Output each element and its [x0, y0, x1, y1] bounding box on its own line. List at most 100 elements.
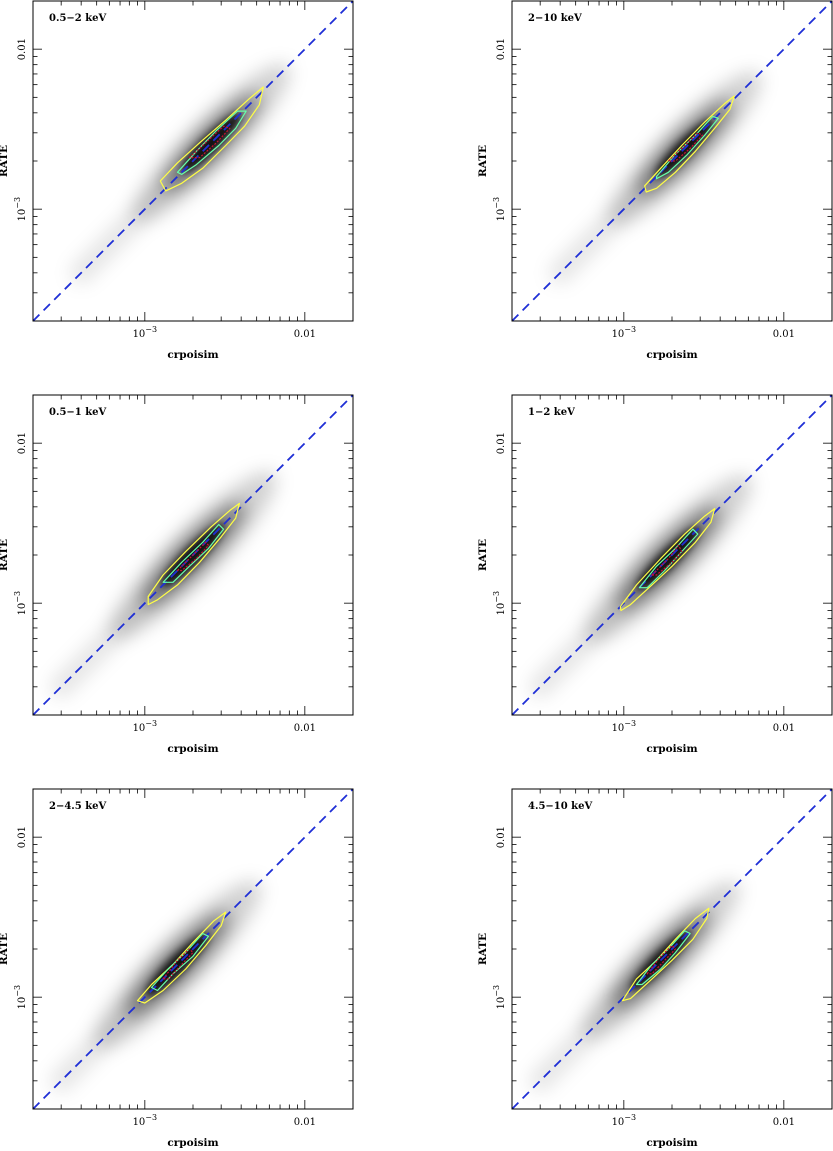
- y-tick-label-base: 0.01: [17, 432, 28, 454]
- y-tick-label: 10−3: [13, 197, 28, 222]
- tick-marks: [32, 0, 354, 322]
- plot-area: [512, 395, 832, 715]
- plot-area: [512, 1, 832, 321]
- y-axis-label: RATE: [477, 145, 489, 177]
- y-tick-label: 10−3: [492, 591, 507, 616]
- y-tick-label-base: 10: [17, 603, 28, 616]
- y-tick-label-base: 10: [496, 997, 507, 1010]
- y-tick-label: 0.01: [17, 826, 28, 848]
- contour-middle: [638, 528, 699, 589]
- contour-middle: [635, 930, 691, 986]
- y-tick-label-exp: −3: [13, 197, 22, 209]
- identity-line: [512, 1, 832, 321]
- x-tick-label-base: 0.01: [294, 723, 316, 734]
- y-tick-label-exp: −3: [13, 591, 22, 603]
- x-tick-label-base: 10: [133, 329, 146, 340]
- x-tick-label-base: 10: [612, 1117, 625, 1128]
- y-tick-label-base: 0.01: [496, 826, 507, 848]
- contour-inner: [176, 541, 210, 572]
- y-tick-label-base: 10: [17, 997, 28, 1010]
- y-tick-label-base: 0.01: [496, 432, 507, 454]
- x-tick-label-exp: −3: [624, 719, 636, 728]
- plot-area: [512, 789, 832, 1109]
- x-tick-label-exp: −3: [145, 719, 157, 728]
- panel-band-label: 0.5−2 keV: [49, 13, 107, 24]
- x-axis-label: crpoisim: [167, 1137, 218, 1149]
- y-tick-label-exp: −3: [492, 985, 501, 997]
- identity-line: [512, 395, 832, 715]
- panel-band-label: 2−4.5 keV: [49, 801, 107, 812]
- y-tick-label: 10−3: [13, 985, 28, 1010]
- x-tick-label: 10−3: [612, 325, 637, 340]
- identity-line: [512, 789, 832, 1109]
- tick-marks: [511, 0, 833, 322]
- x-tick-label: 0.01: [773, 723, 795, 734]
- contour-inner: [646, 944, 677, 975]
- x-axis-label: crpoisim: [646, 1137, 697, 1149]
- identity-line: [33, 789, 353, 1109]
- x-tick-label: 10−3: [133, 1113, 158, 1128]
- y-tick-label-exp: −3: [492, 197, 501, 209]
- contour-middle: [150, 932, 210, 992]
- x-tick-label-exp: −3: [624, 325, 636, 334]
- contour-middle: [162, 523, 225, 583]
- x-tick-label-base: 0.01: [294, 329, 316, 340]
- y-axis-label: RATE: [477, 933, 489, 965]
- contour-middle: [176, 110, 247, 175]
- y-tick-label: 0.01: [496, 432, 507, 454]
- x-tick-label: 10−3: [133, 719, 158, 734]
- tick-marks: [32, 394, 354, 716]
- x-tick-label: 0.01: [294, 1117, 316, 1128]
- identity-line: [33, 1, 353, 321]
- contour-inner: [667, 132, 704, 162]
- y-tick-label-base: 0.01: [17, 826, 28, 848]
- y-tick-label-base: 10: [496, 603, 507, 616]
- plot-area: [33, 1, 353, 321]
- x-tick-label-base: 10: [133, 723, 146, 734]
- y-tick-label-exp: −3: [13, 985, 22, 997]
- x-axis-label: crpoisim: [167, 743, 218, 755]
- contour-outer: [147, 502, 240, 606]
- x-tick-label: 0.01: [773, 1117, 795, 1128]
- y-tick-label: 0.01: [17, 432, 28, 454]
- tick-marks: [32, 788, 354, 1110]
- y-tick-label: 10−3: [492, 197, 507, 222]
- panel-band-label: 4.5−10 keV: [528, 801, 592, 812]
- x-tick-label: 0.01: [294, 723, 316, 734]
- contour-inner: [162, 948, 194, 980]
- contour-inner: [651, 544, 683, 576]
- y-tick-label-base: 10: [17, 209, 28, 222]
- x-tick-label: 10−3: [133, 325, 158, 340]
- x-tick-label: 10−3: [612, 719, 637, 734]
- x-tick-label-base: 10: [612, 329, 625, 340]
- y-axis-label: RATE: [477, 539, 489, 571]
- y-axis-label: RATE: [0, 539, 10, 571]
- y-tick-label: 0.01: [496, 826, 507, 848]
- y-tick-label: 0.01: [496, 38, 507, 60]
- plot-area: [33, 395, 353, 715]
- x-tick-label: 0.01: [294, 329, 316, 340]
- x-tick-label-exp: −3: [145, 1113, 157, 1122]
- x-axis-label: crpoisim: [167, 349, 218, 361]
- y-tick-label: 0.01: [17, 38, 28, 60]
- x-axis-label: crpoisim: [646, 349, 697, 361]
- x-tick-label-base: 0.01: [773, 1117, 795, 1128]
- y-axis-label: RATE: [0, 933, 10, 965]
- y-tick-label-base: 0.01: [17, 38, 28, 60]
- x-tick-label-base: 0.01: [773, 329, 795, 340]
- x-tick-label-base: 10: [612, 723, 625, 734]
- contour-outer: [619, 508, 716, 612]
- x-axis-label: crpoisim: [646, 743, 697, 755]
- y-tick-label-base: 10: [496, 209, 507, 222]
- y-tick-label: 10−3: [492, 985, 507, 1010]
- x-tick-label-base: 0.01: [294, 1117, 316, 1128]
- contour-middle: [655, 115, 720, 180]
